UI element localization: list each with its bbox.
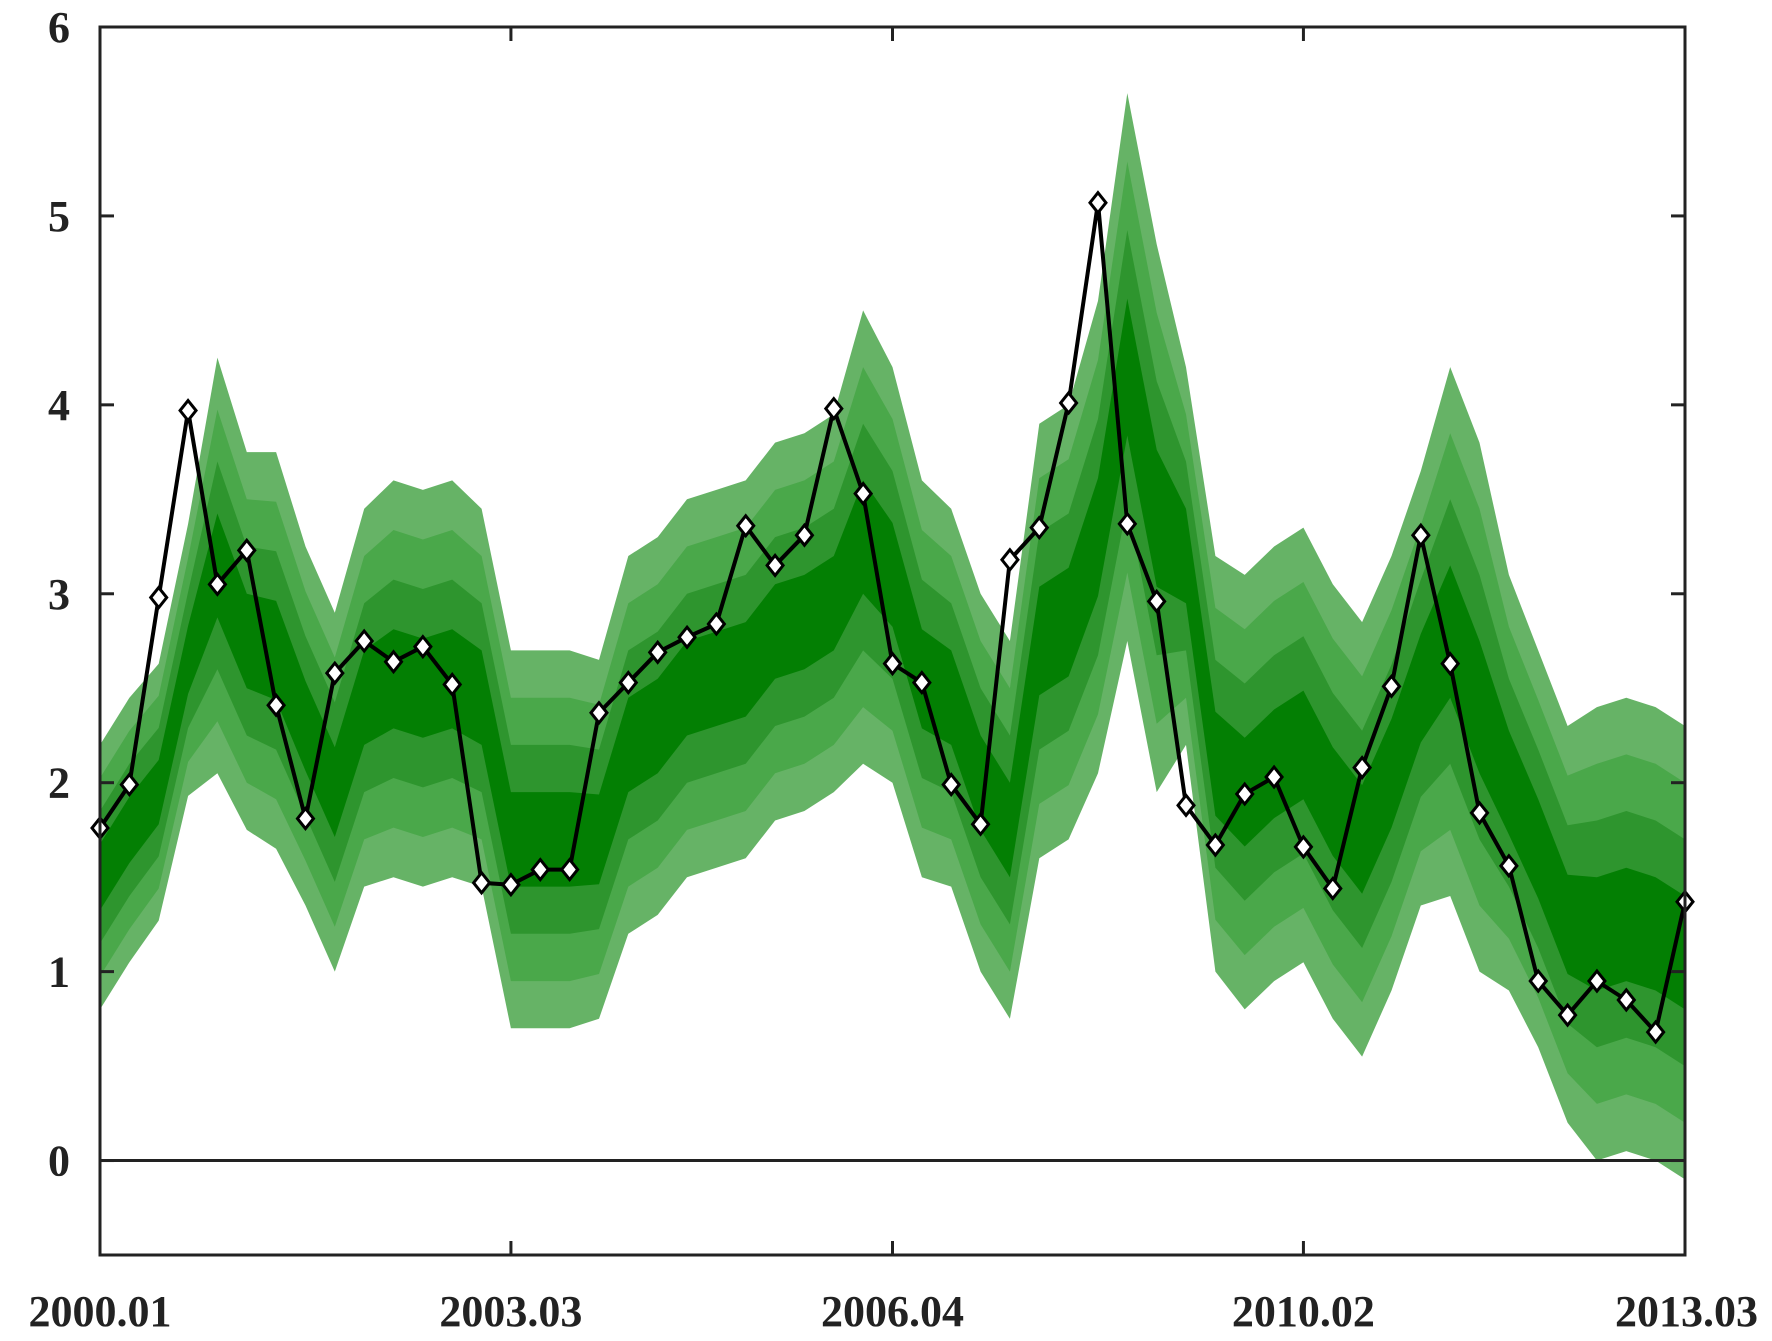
data-point bbox=[148, 585, 169, 610]
data-point bbox=[1381, 673, 1402, 699]
data-point bbox=[1645, 1019, 1666, 1045]
data-point bbox=[970, 811, 991, 837]
data-point bbox=[911, 670, 932, 695]
data-point bbox=[882, 651, 903, 677]
data-point bbox=[412, 634, 433, 660]
y-tick-label: 0 bbox=[48, 1137, 70, 1186]
axis-ticks bbox=[98, 25, 1687, 1255]
data-markers bbox=[90, 190, 1695, 1045]
data-point bbox=[823, 396, 844, 422]
data-point bbox=[295, 806, 316, 831]
data-point bbox=[1176, 792, 1196, 818]
data-point bbox=[735, 513, 756, 539]
data-point bbox=[677, 624, 697, 650]
data-point bbox=[794, 522, 815, 548]
y-tick-label: 1 bbox=[48, 948, 70, 997]
y-tick-label: 6 bbox=[48, 3, 70, 52]
x-tick-label: 2013.03 bbox=[1615, 1287, 1758, 1336]
data-point bbox=[1410, 522, 1431, 548]
data-point bbox=[236, 537, 257, 563]
data-point bbox=[1234, 781, 1255, 807]
data-point bbox=[1440, 651, 1461, 677]
data-point bbox=[1352, 755, 1373, 780]
data-point bbox=[383, 649, 404, 675]
data-point bbox=[1205, 832, 1226, 858]
data-point bbox=[1557, 1002, 1578, 1028]
data-point bbox=[1058, 390, 1079, 416]
data-point bbox=[471, 870, 492, 896]
x-tick-label: 2000.01 bbox=[29, 1287, 172, 1336]
data-point bbox=[706, 611, 727, 637]
y-axis-tick-labels: 0 1 2 3 4 5 6 bbox=[48, 3, 70, 1186]
data-point bbox=[1616, 987, 1637, 1013]
data-point bbox=[207, 571, 228, 597]
data-point bbox=[1322, 876, 1343, 901]
data-point bbox=[1117, 511, 1138, 537]
data-point bbox=[119, 772, 140, 797]
data-point bbox=[589, 700, 609, 726]
y-tick-label: 5 bbox=[48, 192, 70, 241]
band-inner bbox=[100, 298, 1685, 1010]
data-point bbox=[1029, 515, 1050, 541]
x-axis-tick-labels: 2000.01 2003.03 2006.04 2010.02 2013.03 bbox=[29, 1287, 1759, 1336]
data-point bbox=[1528, 968, 1549, 994]
band-3 bbox=[100, 230, 1685, 1067]
data-point bbox=[853, 481, 874, 507]
data-point bbox=[178, 398, 198, 423]
x-tick-label: 2010.02 bbox=[1232, 1287, 1375, 1336]
data-point bbox=[647, 639, 668, 665]
data-point bbox=[1587, 968, 1607, 994]
data-point bbox=[941, 772, 962, 797]
data-point bbox=[618, 670, 639, 695]
confidence-bands bbox=[100, 93, 1685, 1180]
y-tick-label: 3 bbox=[48, 570, 70, 619]
data-point bbox=[1146, 588, 1167, 614]
data-point bbox=[999, 547, 1020, 573]
y-tick-label: 4 bbox=[48, 381, 70, 430]
data-point bbox=[1469, 800, 1490, 826]
data-point bbox=[530, 857, 551, 882]
data-point bbox=[354, 628, 375, 654]
x-tick-label: 2006.04 bbox=[821, 1287, 964, 1336]
y-tick-label: 2 bbox=[48, 759, 70, 808]
data-point bbox=[765, 553, 786, 578]
data-point bbox=[1088, 190, 1108, 216]
data-point bbox=[266, 692, 287, 718]
data-point bbox=[442, 672, 463, 697]
data-point bbox=[324, 660, 345, 686]
x-tick-label: 2003.03 bbox=[439, 1287, 582, 1336]
data-point bbox=[501, 872, 521, 898]
data-point bbox=[559, 857, 580, 882]
data-point bbox=[1293, 834, 1314, 860]
data-point bbox=[1264, 764, 1284, 790]
data-point bbox=[1498, 853, 1519, 879]
